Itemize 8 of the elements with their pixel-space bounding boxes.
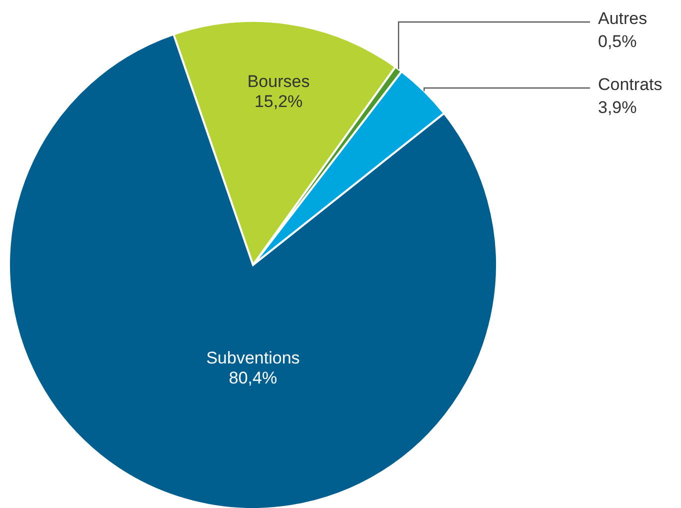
slice-label: Subventions (206, 348, 300, 368)
data-label: 3,9% (598, 98, 637, 117)
data-label: 80,4% (228, 368, 278, 388)
slice-label: Contrats (598, 75, 662, 94)
slice-label: Bourses (247, 72, 310, 92)
slice-label: Autres (598, 9, 648, 28)
data-label: 0,5% (598, 32, 637, 51)
data-label: 15,2% (254, 92, 303, 112)
